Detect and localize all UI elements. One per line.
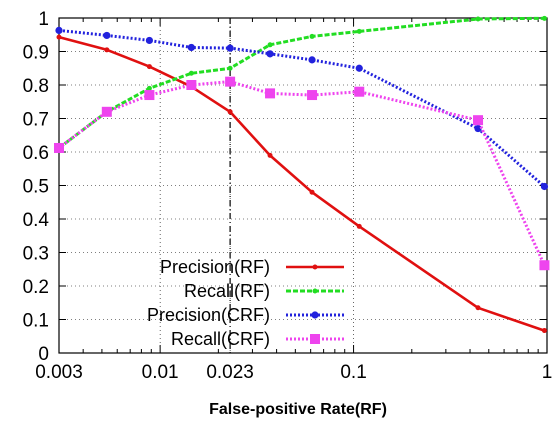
y-tick-label: 0.1 <box>23 311 49 332</box>
data-point-marker <box>308 56 316 64</box>
x-tick-label: 0.023 <box>206 362 254 383</box>
data-point-marker <box>311 311 319 319</box>
legend: Precision(RF) Recall(RF) Precision(CRF) Rec… <box>147 257 344 349</box>
series-precision-crf <box>55 26 549 191</box>
data-point-marker <box>312 264 318 270</box>
series-recall-crf <box>54 76 550 271</box>
data-point-marker <box>101 106 112 117</box>
y-tick-label: 0.8 <box>23 76 49 97</box>
data-point-marker <box>307 90 318 101</box>
legend-label: Recall(RF) <box>184 281 270 301</box>
data-point-marker <box>541 328 547 334</box>
data-point-marker <box>227 65 233 71</box>
data-point-marker <box>103 31 111 40</box>
legend-label: Recall(CRF) <box>171 329 270 349</box>
y-tick-label: 0.2 <box>23 277 49 298</box>
series-precision-rf <box>56 34 547 334</box>
series-line <box>58 80 546 266</box>
x-axis-title: False-positive Rate(RF) <box>209 401 387 418</box>
y-tick-label: 0.4 <box>23 210 50 231</box>
data-point-marker <box>266 50 274 58</box>
series-line <box>58 35 545 332</box>
data-point-marker <box>226 44 234 52</box>
data-point-marker <box>188 70 194 76</box>
data-point-marker <box>55 26 63 34</box>
data-point-marker <box>475 305 481 311</box>
data-point-marker <box>354 86 365 97</box>
y-tick-label: 0 <box>38 344 49 365</box>
y-tick-label: 0.9 <box>23 43 49 64</box>
series-lines <box>54 15 550 334</box>
y-tick-label: 0.5 <box>23 177 49 198</box>
data-point-marker <box>474 124 482 133</box>
data-point-marker <box>104 47 110 53</box>
data-point-marker <box>356 28 362 34</box>
y-tick-label: 0.6 <box>23 143 49 164</box>
data-point-marker <box>54 142 64 153</box>
data-point-marker <box>312 288 318 294</box>
data-point-marker <box>144 90 155 101</box>
data-point-marker <box>540 182 549 191</box>
x-tick-label: 0.01 <box>142 362 179 383</box>
series-recall-rf <box>56 15 547 151</box>
data-point-marker <box>267 42 273 48</box>
x-tick-label: 0.003 <box>35 362 83 383</box>
data-point-marker <box>355 64 363 72</box>
data-point-marker <box>356 223 362 229</box>
legend-label: Precision(RF) <box>160 257 270 277</box>
y-tick-label: 0.7 <box>23 110 49 131</box>
data-point-marker <box>187 43 195 52</box>
data-point-marker <box>146 85 152 91</box>
series-line <box>58 28 546 188</box>
data-point-marker <box>541 15 547 21</box>
series-line <box>58 16 545 150</box>
data-point-marker <box>56 34 62 40</box>
x-tick-label: 0.1 <box>340 362 366 383</box>
data-point-marker <box>310 334 320 344</box>
data-point-marker <box>475 16 481 22</box>
data-point-marker <box>309 189 315 195</box>
data-point-marker <box>267 152 273 158</box>
y-tick-label: 1 <box>38 9 49 30</box>
y-tick-label: 0.3 <box>23 244 49 265</box>
data-point-marker <box>225 76 236 87</box>
data-point-marker <box>146 64 152 70</box>
data-point-marker <box>186 80 197 90</box>
axes: 0 0.1 0.2 0.3 0.4 0.5 0.6 0.7 0.8 0.9 1 0.003 0.01 0.… <box>23 9 553 383</box>
data-point-marker <box>473 115 484 126</box>
data-point-marker <box>227 109 233 115</box>
data-point-marker <box>309 33 315 39</box>
data-point-marker <box>265 88 276 99</box>
x-tick-label: 1 <box>542 362 553 383</box>
legend-label: Precision(CRF) <box>147 305 270 325</box>
data-point-marker <box>145 36 154 45</box>
data-point-marker <box>539 260 550 271</box>
